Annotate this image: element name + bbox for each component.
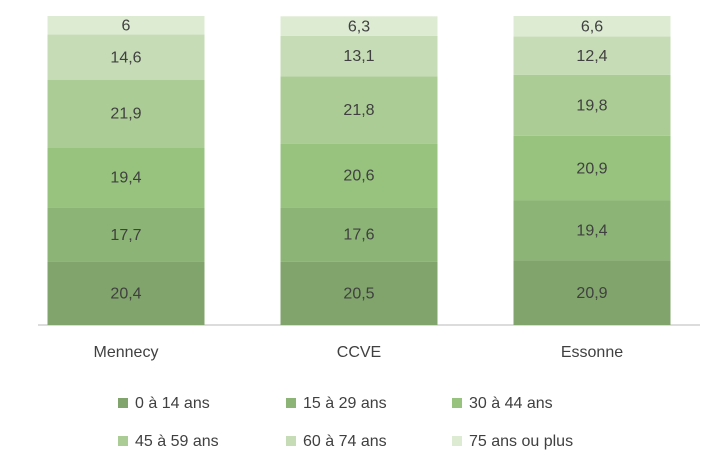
bar-segment <box>280 143 438 208</box>
data-label: 20,9 <box>576 285 607 302</box>
data-label: 20,4 <box>110 286 141 303</box>
data-label: 17,7 <box>110 227 141 244</box>
data-label: 19,4 <box>576 223 607 240</box>
data-label: 14,6 <box>110 49 141 66</box>
data-label: 20,6 <box>343 168 374 185</box>
legend-marker <box>286 398 296 408</box>
bar-segment <box>513 16 671 37</box>
bar-segment <box>47 16 205 35</box>
data-label: 20,9 <box>576 160 607 177</box>
data-label: 21,8 <box>343 102 374 119</box>
legend-marker <box>452 398 462 408</box>
bar-segment <box>47 147 205 208</box>
bar-segment <box>280 261 438 325</box>
data-label: 19,4 <box>110 170 141 187</box>
bar-segment <box>513 200 671 261</box>
bar-segment <box>513 135 671 201</box>
x-tick-label: Essonne <box>561 344 623 361</box>
data-label: 6,3 <box>348 18 370 35</box>
bar-segment <box>280 207 438 262</box>
bar-segment <box>47 34 205 80</box>
data-label: 20,5 <box>343 286 374 303</box>
bar-segment <box>47 79 205 148</box>
bar-segment <box>513 260 671 325</box>
bar-segment <box>513 74 671 136</box>
bar-segment <box>47 261 205 325</box>
legend-marker <box>118 436 128 446</box>
data-label: 21,9 <box>110 106 141 123</box>
data-label: 12,4 <box>576 48 607 65</box>
data-label: 6,6 <box>581 18 603 35</box>
data-label: 13,1 <box>343 48 374 65</box>
data-label: 17,6 <box>343 227 374 244</box>
data-label: 19,8 <box>576 98 607 115</box>
legend-label: 75 ans ou plus <box>469 433 573 450</box>
x-tick-label: Mennecy <box>94 344 159 361</box>
x-tick-label: CCVE <box>337 344 381 361</box>
legend-label: 60 à 74 ans <box>303 433 387 450</box>
data-label: 6 <box>122 17 131 34</box>
legend-label: 0 à 14 ans <box>135 395 210 412</box>
legend-label: 30 à 44 ans <box>469 395 553 412</box>
legend-marker <box>452 436 462 446</box>
legend-label: 45 à 59 ans <box>135 433 219 450</box>
bar-segment <box>513 36 671 75</box>
bar-segment <box>280 35 438 77</box>
bar-segment <box>280 76 438 144</box>
bar-segment <box>280 16 438 36</box>
legend-marker <box>286 436 296 446</box>
bar-segment <box>47 207 205 262</box>
legend-marker <box>118 398 128 408</box>
legend-label: 15 à 29 ans <box>303 395 387 412</box>
